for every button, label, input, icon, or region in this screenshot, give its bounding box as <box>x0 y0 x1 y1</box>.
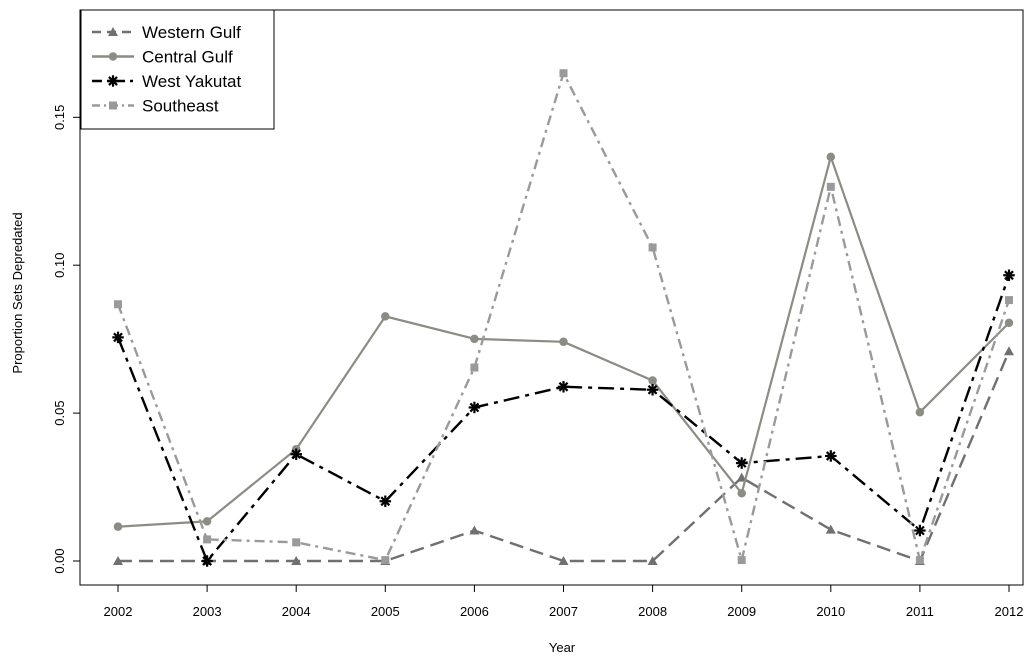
triangle-marker <box>647 556 658 565</box>
series-line <box>116 274 1011 563</box>
square-marker <box>737 556 746 565</box>
series-line <box>118 350 1011 563</box>
asterisk-marker <box>1003 269 1015 282</box>
y-axis-label: Proportion Sets Depredated <box>10 212 25 373</box>
y-tick-label: 0.15 <box>52 105 67 130</box>
x-tick-label: 2009 <box>727 604 756 619</box>
square-marker <box>109 101 117 110</box>
asterisk-marker <box>646 383 659 396</box>
circle-marker <box>648 376 657 385</box>
triangle-marker <box>825 524 836 534</box>
asterisk-marker <box>201 555 213 567</box>
asterisk-marker <box>735 457 748 469</box>
asterisk-marker <box>468 401 481 414</box>
square-marker <box>470 363 479 372</box>
asterisk-marker <box>825 450 837 462</box>
series-central-gulf <box>113 152 1014 531</box>
asterisk-marker <box>379 495 392 507</box>
square-marker <box>559 69 568 78</box>
x-tick-label: 2005 <box>371 604 400 619</box>
series-southeast <box>114 69 1013 565</box>
asterisk-marker <box>557 381 570 393</box>
triangle-marker <box>291 556 302 565</box>
series-western-gulf <box>113 346 1014 565</box>
series-layer <box>112 69 1015 567</box>
circle-marker <box>113 522 123 531</box>
asterisk-marker <box>107 75 119 87</box>
circle-marker <box>1004 318 1014 328</box>
circle-marker <box>559 337 568 347</box>
square-marker <box>648 243 657 252</box>
x-tick-label: 2012 <box>995 604 1024 619</box>
x-tick-label: 2008 <box>638 604 667 619</box>
series-line <box>116 72 1011 562</box>
x-tick-label: 2010 <box>816 604 845 619</box>
y-tick-label: 0.10 <box>52 253 67 278</box>
asterisk-marker <box>914 524 926 537</box>
circle-marker <box>202 517 212 526</box>
circle-marker <box>826 152 836 162</box>
square-marker <box>1005 296 1013 305</box>
triangle-marker <box>558 556 569 565</box>
series-west-yakutat <box>112 269 1015 567</box>
legend-label: West Yakutat <box>142 72 241 91</box>
square-marker <box>381 556 390 565</box>
square-marker <box>292 538 301 547</box>
legend-label: Central Gulf <box>142 48 233 67</box>
square-marker <box>915 556 924 565</box>
circle-marker <box>737 489 746 498</box>
x-tick-label: 2003 <box>193 604 222 619</box>
asterisk-marker <box>112 331 124 344</box>
y-axis: 0.00 0.05 0.10 0.15 <box>52 105 80 574</box>
x-axis: 2002 2003 2004 2005 2006 2007 2008 2009 2010 2011… <box>104 585 1024 619</box>
circle-marker <box>381 312 390 321</box>
y-tick-label: 0.05 <box>52 400 67 425</box>
legend-label: Western Gulf <box>142 23 241 42</box>
legend-label: Southeast <box>142 97 219 116</box>
triangle-marker <box>469 525 480 535</box>
circle-marker <box>108 52 118 61</box>
square-marker <box>114 300 122 309</box>
legend: Western Gulf Central Gulf West Yakutat Sout… <box>80 9 275 130</box>
triangle-marker <box>108 27 118 36</box>
square-marker <box>826 182 835 191</box>
triangle-marker <box>736 472 747 482</box>
x-axis-label: Year <box>549 640 576 655</box>
triangle-marker <box>1004 346 1014 356</box>
x-tick-label: 2006 <box>460 604 489 619</box>
x-tick-label: 2002 <box>104 604 133 619</box>
x-tick-label: 2004 <box>282 604 311 619</box>
square-marker <box>203 535 212 544</box>
x-tick-label: 2011 <box>906 604 934 619</box>
circle-marker <box>470 334 479 344</box>
asterisk-marker <box>290 448 302 460</box>
plot-frame <box>79 9 1024 586</box>
y-tick-label: 0.00 <box>52 548 67 573</box>
x-tick-label: 2007 <box>549 604 578 619</box>
triangle-marker <box>113 556 123 565</box>
circle-marker <box>915 407 925 417</box>
